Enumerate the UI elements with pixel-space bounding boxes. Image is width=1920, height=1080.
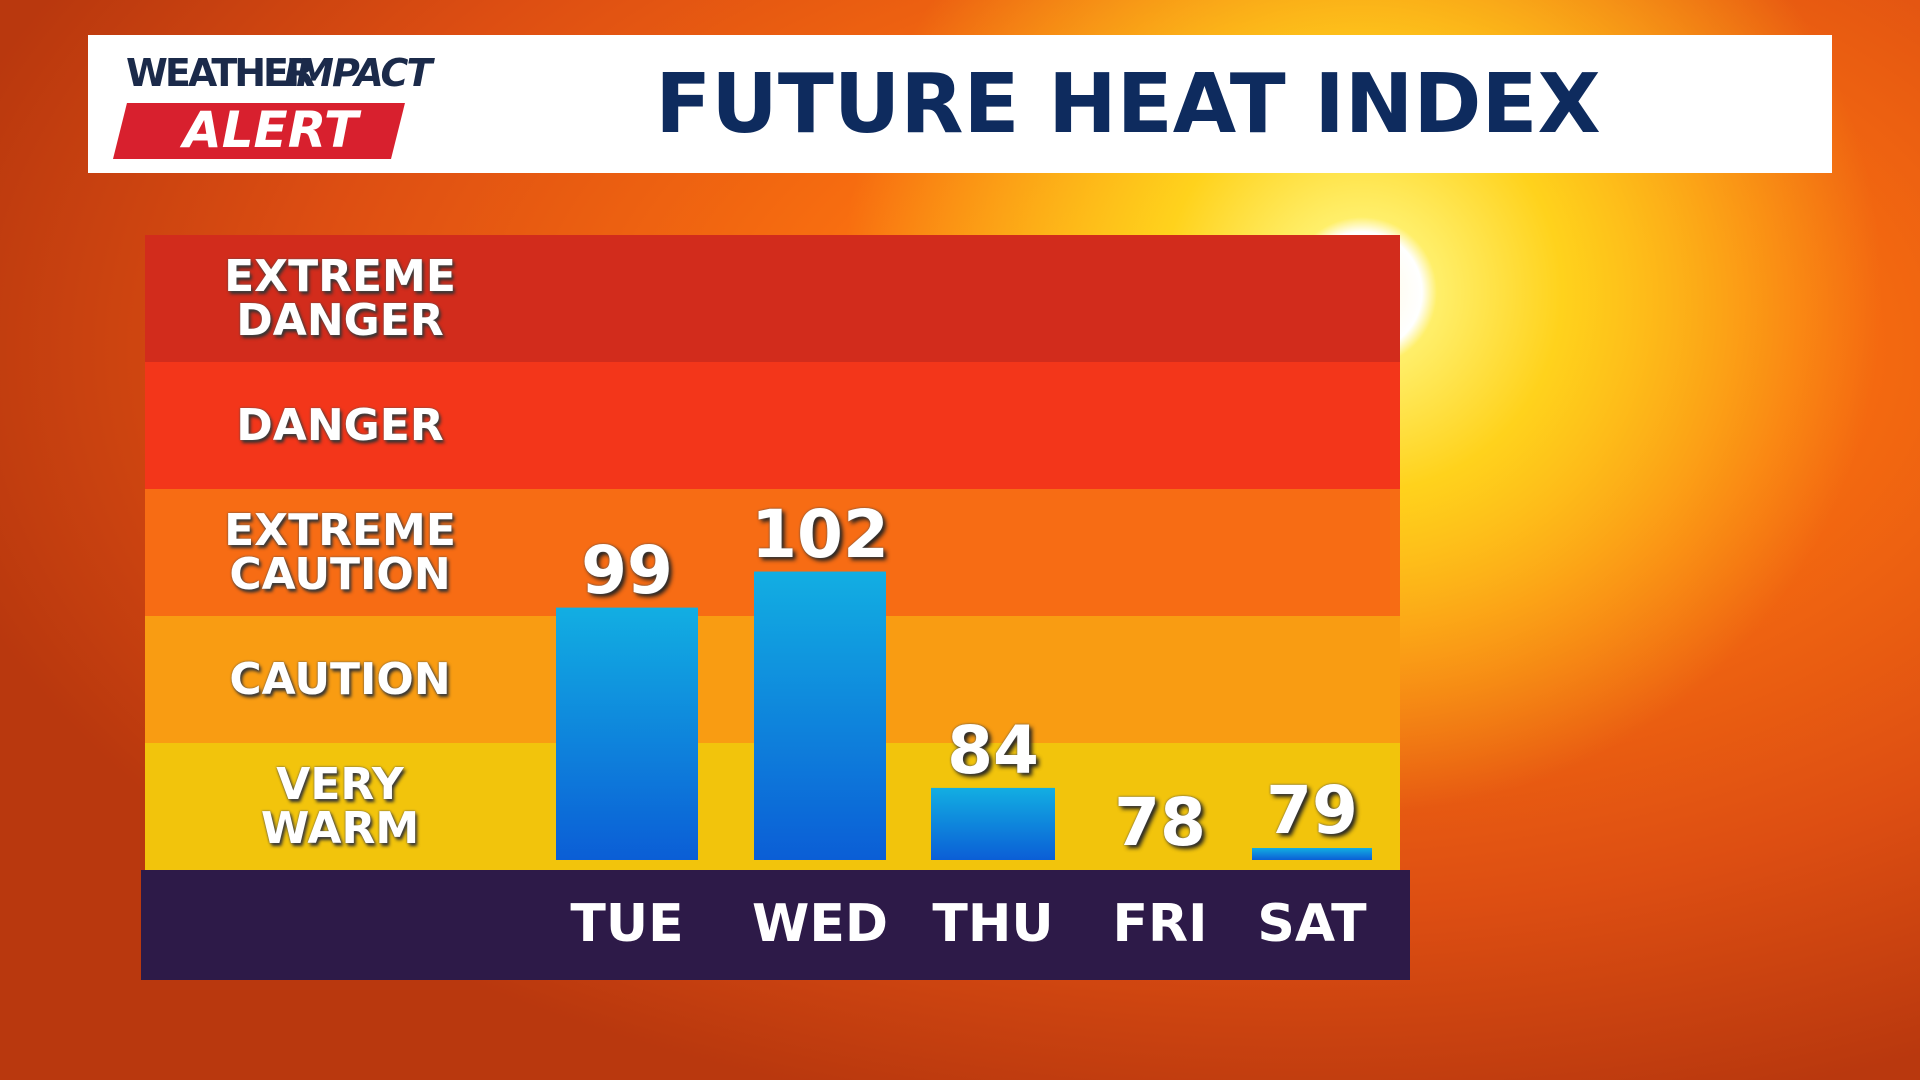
value-label: 102	[751, 495, 889, 573]
logo-brand: WEATHER	[126, 51, 315, 95]
band-label: DANGER	[236, 399, 444, 451]
value-label: 84	[947, 711, 1039, 789]
risk-band	[145, 235, 1400, 363]
logo-product: IMPACT	[284, 51, 432, 95]
x-tick-label: TUE	[570, 894, 684, 954]
value-label: 79	[1266, 771, 1358, 849]
bar	[1252, 847, 1372, 860]
x-tick-label: WED	[751, 894, 889, 954]
logo-alert: ALERT	[183, 101, 359, 159]
bar	[931, 787, 1055, 860]
band-label: EXTREME CAUTION	[224, 504, 456, 600]
value-label: 78	[1114, 784, 1206, 861]
chart-title: FUTURE HEAT INDEX	[655, 57, 1601, 152]
bar	[754, 571, 886, 860]
band-label: CAUTION	[229, 653, 451, 705]
risk-band	[145, 362, 1400, 490]
bar	[556, 607, 698, 860]
band-label: EXTREME DANGER	[224, 250, 456, 346]
x-tick-label: SAT	[1257, 894, 1367, 954]
value-label: 99	[581, 531, 673, 609]
header: WEATHER IMPACT ALERT FUTURE HEAT INDEX	[88, 35, 1832, 173]
day-strip	[141, 870, 1410, 980]
x-tick-label: THU	[932, 894, 1054, 954]
band-label: VERY WARM	[260, 758, 420, 854]
x-tick-label: FRI	[1112, 894, 1208, 954]
